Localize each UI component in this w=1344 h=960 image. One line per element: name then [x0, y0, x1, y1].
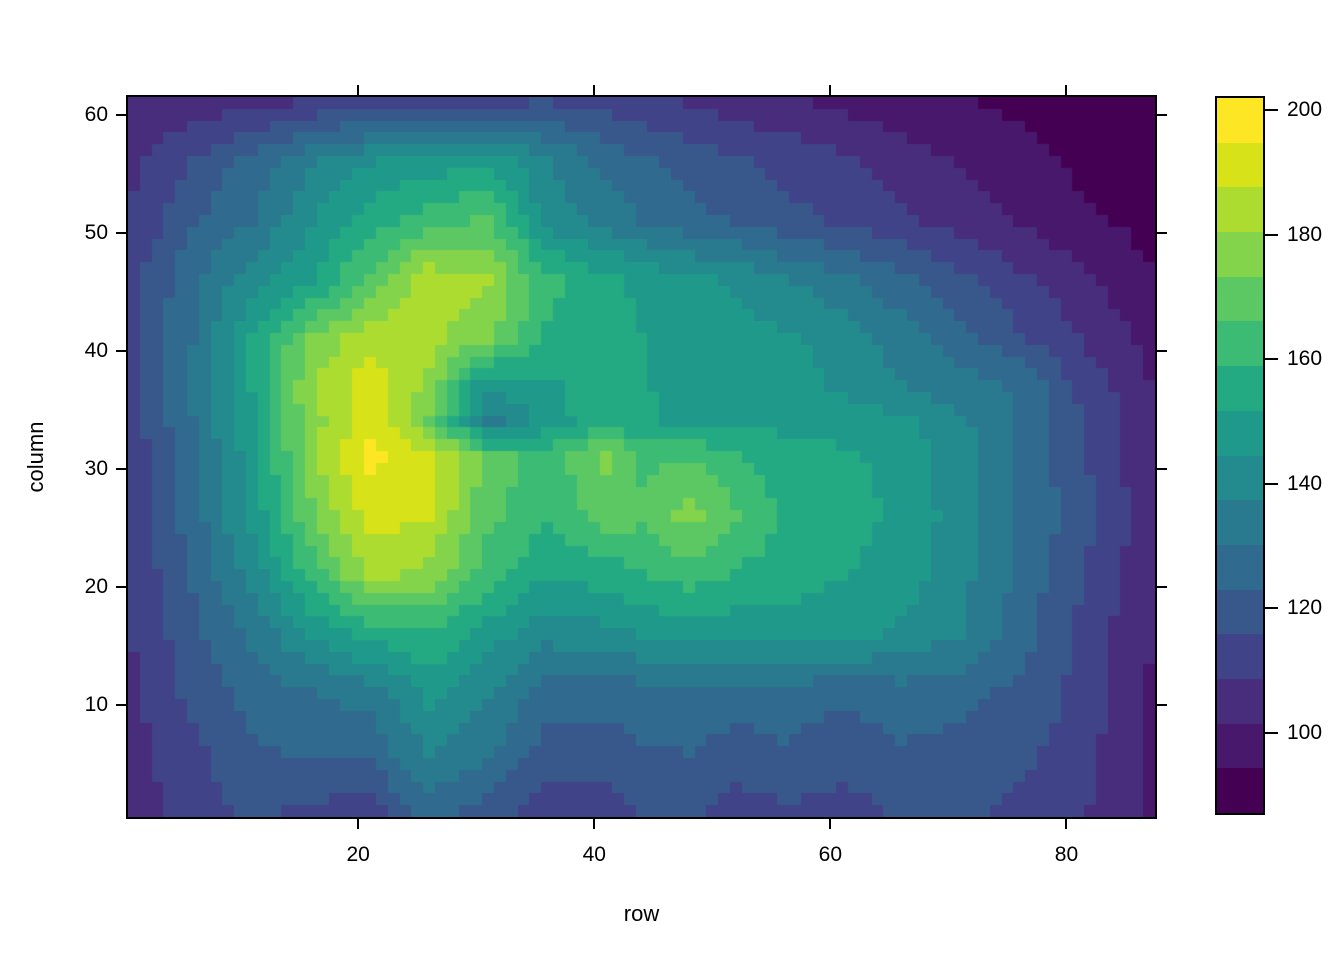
colorbar-level-swatch: [1217, 366, 1263, 411]
colorbar-tick-label: 180: [1287, 222, 1323, 246]
x-axis-tick-label: 60: [818, 843, 843, 866]
colorbar-level-swatch: [1217, 500, 1263, 545]
y-axis-tick-label: 60: [84, 102, 108, 126]
y-axis-tick-label: 40: [84, 338, 108, 362]
colorbar-level-swatch: [1217, 544, 1263, 590]
colorbar-tick: [1265, 233, 1278, 236]
y-axis-tick: [116, 349, 128, 352]
colorbar-tick: [1265, 109, 1278, 112]
x-axis-tick-top: [829, 85, 832, 97]
colorbar-level-swatch: [1217, 410, 1263, 456]
y-axis-tick-label: 10: [84, 692, 108, 716]
x-axis-tick-top: [1065, 85, 1068, 97]
x-axis-tick: [829, 817, 832, 829]
y-axis-tick-label: 20: [84, 574, 108, 598]
colorbar-level-swatch: [1217, 232, 1263, 277]
y-axis-tick-right: [1155, 467, 1167, 470]
colorbar-level-swatch: [1217, 723, 1263, 769]
x-axis-tick-label: 40: [582, 843, 606, 866]
colorbar-tick-label: 120: [1287, 596, 1323, 620]
colorbar-tick-label: 140: [1287, 471, 1323, 495]
y-axis-tick-right: [1155, 349, 1167, 352]
colorbar-level-swatch: [1217, 321, 1263, 367]
y-axis-title: column: [23, 421, 48, 493]
y-axis-tick: [116, 703, 128, 706]
colorbar-tick: [1265, 731, 1278, 734]
y-axis-tick-right: [1155, 113, 1167, 116]
colorbar-tick: [1265, 358, 1278, 361]
x-axis-tick-label: 20: [346, 843, 370, 866]
x-axis-tick-top: [593, 85, 596, 97]
y-axis-tick: [116, 585, 128, 588]
y-axis-tick: [116, 113, 128, 116]
x-axis-tick: [593, 817, 596, 829]
y-axis-tick-label: 30: [84, 456, 108, 480]
y-axis-tick-right: [1155, 585, 1167, 588]
colorbar-level-swatch: [1217, 768, 1263, 813]
colorbar-level-swatch: [1217, 455, 1263, 501]
y-axis-tick-label: 50: [84, 220, 108, 244]
y-axis-tick-right: [1155, 703, 1167, 706]
colorbar-level-swatch: [1217, 634, 1263, 679]
y-axis-tick: [116, 231, 128, 234]
x-axis-title: row: [623, 901, 660, 926]
colorbar: [1217, 98, 1263, 813]
colorbar-tick-label: 160: [1287, 347, 1323, 371]
colorbar-level-swatch: [1217, 589, 1263, 635]
x-axis-tick: [1065, 817, 1068, 829]
colorbar-level-swatch: [1217, 187, 1263, 233]
colorbar-level-swatch: [1217, 678, 1263, 724]
heatmap-canvas: [128, 97, 1155, 817]
y-axis-tick: [116, 467, 128, 470]
x-axis-tick-label: 80: [1054, 843, 1079, 866]
x-axis-tick: [357, 817, 360, 829]
colorbar-tick: [1265, 482, 1278, 485]
x-axis-tick-top: [357, 85, 360, 97]
colorbar-level-swatch: [1217, 276, 1263, 322]
colorbar-tick: [1265, 607, 1278, 610]
colorbar-tick-label: 100: [1287, 720, 1323, 744]
colorbar-level-swatch: [1217, 142, 1263, 188]
y-axis-tick-right: [1155, 231, 1167, 234]
colorbar-level-swatch: [1217, 98, 1263, 143]
colorbar-tick-label: 200: [1287, 98, 1323, 122]
